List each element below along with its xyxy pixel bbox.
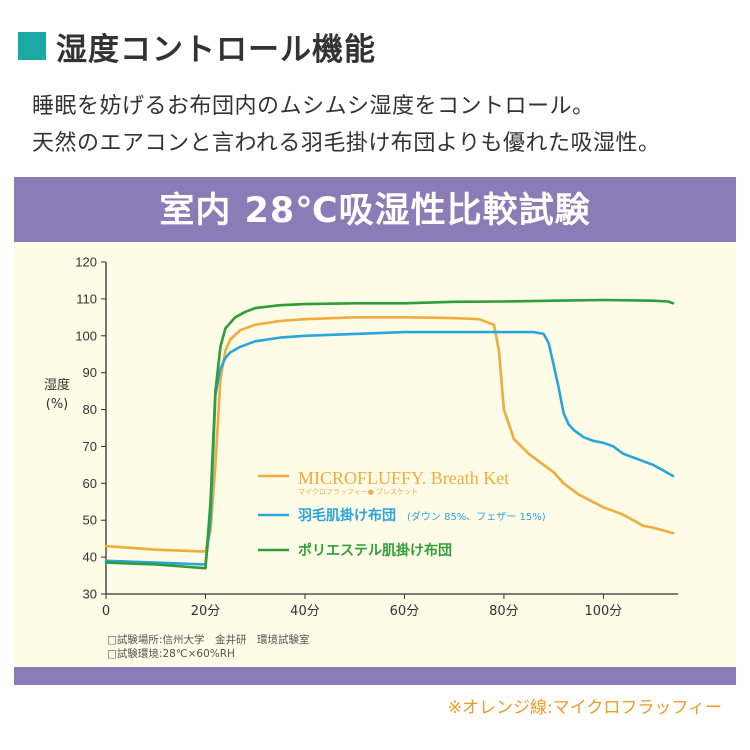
y-tick-label: 80: [83, 402, 97, 417]
y-axis-label: 湿度: [44, 377, 70, 393]
chart-title: 室内 28℃吸湿性比較試験: [159, 191, 591, 231]
y-axis-label: (%): [46, 397, 69, 412]
orange-line-footnote: ※オレンジ線:マイクロフラッフィー: [447, 698, 722, 718]
y-tick-label: 110: [76, 291, 97, 306]
legend-label-1: MICROFLUFFY. Breath Ket: [298, 468, 509, 488]
test-location-note: □試験場所:信州大学 金井研 環境試験室: [107, 634, 310, 646]
y-tick-label: 70: [83, 439, 97, 454]
y-tick-label: 90: [83, 365, 97, 380]
x-tick-label: 20分: [191, 604, 221, 619]
y-tick-label: 60: [83, 476, 97, 491]
section-header: 湿度コントロール機能: [18, 24, 376, 68]
test-environment-note: □試験環境:28℃×60%RH: [107, 648, 235, 660]
y-tick-label: 100: [75, 328, 97, 343]
y-tick-label: 40: [83, 550, 97, 565]
legend-label-3: ポリエステル肌掛け布団: [298, 542, 452, 559]
x-tick-label: 40分: [290, 604, 320, 619]
description-line-2: 天然のエアコンと言われる羽毛掛け布団よりも優れた吸湿性。: [32, 131, 661, 156]
legend-sublabel-1: マイクロフラッフィー● ブレスケット: [298, 487, 418, 496]
chart-plot-background: [14, 242, 736, 667]
x-tick-label: 80分: [489, 604, 519, 619]
x-tick-label: 100分: [584, 604, 622, 619]
legend-label-2: 羽毛肌掛け布団: [298, 507, 396, 524]
x-tick-label: 60分: [390, 604, 420, 619]
description-line-1: 睡眠を妨げるお布団内のムシムシ湿度をコントロール。: [32, 94, 595, 119]
series-line-1: [104, 316, 675, 553]
section-title: 湿度コントロール機能: [56, 31, 376, 68]
series-line-3: [104, 298, 675, 570]
series-line-2: [104, 330, 675, 566]
y-tick-label: 50: [83, 513, 97, 528]
legend-sublabel-2: (ダウン 85%、フェザー 15%): [407, 510, 546, 523]
x-tick-label: 0: [102, 604, 110, 619]
y-tick-label: 120: [75, 255, 97, 270]
y-tick-label: 30: [83, 587, 97, 602]
teal-square-icon: [18, 32, 46, 60]
